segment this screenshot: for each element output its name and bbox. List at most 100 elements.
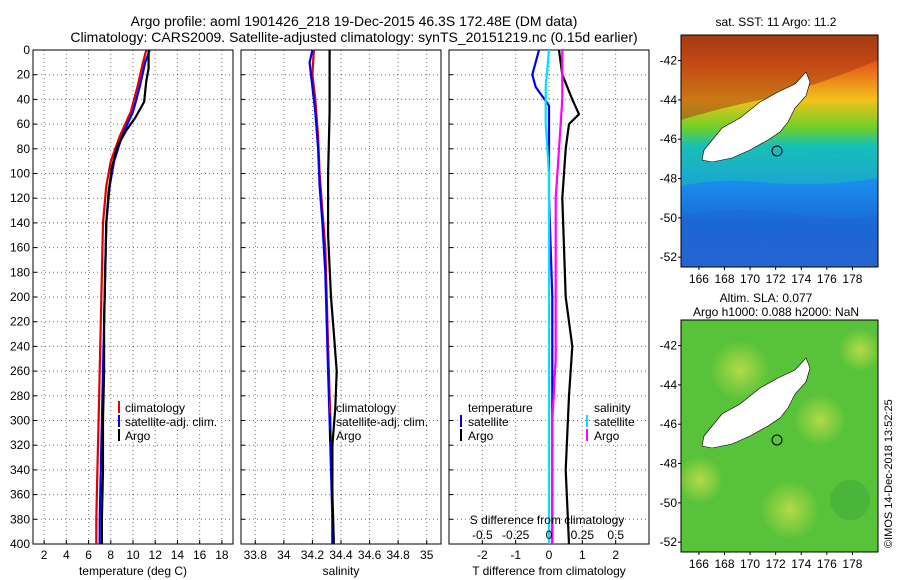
y-tick-label: 60 — [17, 117, 31, 131]
x-tick-label: 6 — [85, 548, 92, 562]
x-tick-label: 34.2 — [301, 548, 325, 562]
legend-sat-label: satellite-adj. clim. — [125, 415, 217, 429]
lon-tick-label: 178 — [842, 272, 862, 286]
series-line-climatology — [95, 49, 148, 544]
y-tick-label: 40 — [17, 92, 31, 106]
x-tick-label: -2 — [477, 548, 488, 562]
x-tick-label: 35 — [420, 548, 434, 562]
lat-tick-label: -52 — [660, 250, 678, 264]
s-diff-tick-label: -0.25 — [502, 528, 530, 542]
x-tick-label: 34.4 — [329, 548, 353, 562]
lat-tick-label: -52 — [660, 535, 678, 549]
difference-legend: temperature satellite Argo salinity sate… — [460, 401, 635, 443]
s-diff-tick-label: -0.5 — [472, 528, 493, 542]
lat-tick-label: -48 — [660, 172, 678, 186]
sla-map-title-1: Altim. SLA: 0.077 — [720, 291, 813, 305]
s-diff-tick-label: 0.5 — [607, 528, 624, 542]
y-tick-label: 360 — [10, 488, 30, 502]
legend-argo-label: Argo — [125, 429, 151, 443]
lon-tick-label: 168 — [714, 557, 734, 571]
x-tick-label: 2 — [41, 548, 48, 562]
title-line-2: Climatology: CARS2009. Satellite-adjuste… — [70, 29, 637, 45]
y-tick-label: 260 — [10, 364, 30, 378]
series-line-argo — [100, 50, 150, 544]
lat-tick-label: -46 — [660, 417, 678, 431]
lat-tick-label: -46 — [660, 132, 678, 146]
salinity-legend: climatology satellite-adj. clim. Argo — [329, 401, 428, 443]
lat-tick-label: -44 — [660, 93, 678, 107]
lon-tick-label: 170 — [740, 272, 760, 286]
y-tick-label: 320 — [10, 438, 30, 452]
lon-tick-label: 172 — [766, 272, 786, 286]
y-tick-label: 300 — [10, 414, 30, 428]
legend-s-argo-label: Argo — [594, 429, 620, 443]
lat-tick-label: -42 — [660, 339, 678, 353]
y-tick-label: 220 — [10, 315, 30, 329]
x-tick-label: 1 — [579, 548, 586, 562]
y-tick-label: 240 — [10, 339, 30, 353]
x-tick-label: 8 — [107, 548, 114, 562]
sla-land-mass — [701, 357, 811, 449]
s-diff-tick-label: 0.25 — [571, 528, 595, 542]
lon-tick-label: 166 — [689, 557, 709, 571]
x-axis-label: T difference from climatology — [472, 564, 626, 578]
lon-tick-label: 174 — [791, 557, 811, 571]
lon-tick-label: 176 — [817, 272, 837, 286]
lon-tick-label: 168 — [714, 272, 734, 286]
y-tick-label: 160 — [10, 241, 30, 255]
sst-argo-location — [771, 145, 783, 157]
series-line-s-argo — [551, 50, 564, 544]
legend-sat-label: satellite-adj. clim. — [336, 415, 428, 429]
lat-tick-label: -48 — [660, 457, 678, 471]
legend-s-sat-label: satellite — [594, 415, 635, 429]
chart-panel-3: -2 -1 0 1 2 T difference from climatology — [448, 49, 650, 578]
series-line-s-satellite — [544, 49, 551, 544]
legend-clim-label: climatology — [336, 401, 396, 415]
chart-panel-1: 0 20 40 60 80 100 120 140 160 180 200 220 240 260 280 3… — [10, 43, 234, 578]
series-line-t-satellite — [531, 49, 554, 544]
x-tick-label: 12 — [149, 548, 163, 562]
lon-tick-label: 178 — [842, 557, 862, 571]
credit-text: ©IMOS 14-Dec-2018 13:52:25 — [883, 399, 895, 548]
sla-map-title-2: Argo h1000: 0.088 h2000: NaN — [693, 305, 859, 319]
sla-argo-location — [771, 434, 783, 446]
x-tick-label: 34.6 — [358, 548, 382, 562]
y-tick-label: 100 — [10, 167, 30, 181]
lat-tick-label: -42 — [660, 54, 678, 68]
y-tick-label: 380 — [10, 512, 30, 526]
sst-map-title: sat. SST: 11 Argo: 11.2 — [716, 15, 837, 29]
series-line-satellite-adj-clim- — [308, 49, 334, 544]
x-tick-label: 4 — [63, 548, 70, 562]
lat-tick-label: -44 — [660, 378, 678, 392]
sst-land-mass — [701, 71, 811, 163]
s-difference-axis-label: S difference from climatology — [470, 513, 625, 527]
legend-argo-label: Argo — [336, 429, 362, 443]
x-tick-label: 33.8 — [244, 548, 268, 562]
series-line-argo — [327, 50, 338, 545]
legend-t-argo-label: Argo — [468, 429, 494, 443]
legend-salinity-heading: salinity — [594, 401, 631, 415]
x-axis-label: salinity — [323, 564, 360, 578]
lon-tick-label: 172 — [766, 557, 786, 571]
lat-tick-label: -50 — [660, 211, 678, 225]
x-tick-label: 34.8 — [386, 548, 410, 562]
x-tick-label: 2 — [612, 548, 619, 562]
lon-tick-label: 166 — [689, 272, 709, 286]
x-tick-label: 34 — [277, 548, 291, 562]
y-tick-label: 140 — [10, 216, 30, 230]
sla-map-frame — [680, 319, 879, 553]
chart-panel-2: 33.8 34 34.2 34.4 34.6 34.8 35 salinity — [240, 49, 442, 578]
y-tick-label: 400 — [10, 537, 30, 551]
y-tick-label: 120 — [10, 191, 30, 205]
x-tick-label: -1 — [510, 548, 521, 562]
legend-temperature-heading: temperature — [468, 401, 533, 415]
lat-tick-label: -50 — [660, 496, 678, 510]
legend-t-sat-label: satellite — [468, 415, 509, 429]
title-line-1: Argo profile: aoml 1901426_218 19-Dec-20… — [131, 13, 578, 29]
x-axis-label: temperature (deg C) — [79, 564, 187, 578]
y-tick-label: 280 — [10, 389, 30, 403]
lon-tick-label: 170 — [740, 557, 760, 571]
x-tick-label: 14 — [171, 548, 185, 562]
y-tick-label: 0 — [23, 43, 30, 57]
